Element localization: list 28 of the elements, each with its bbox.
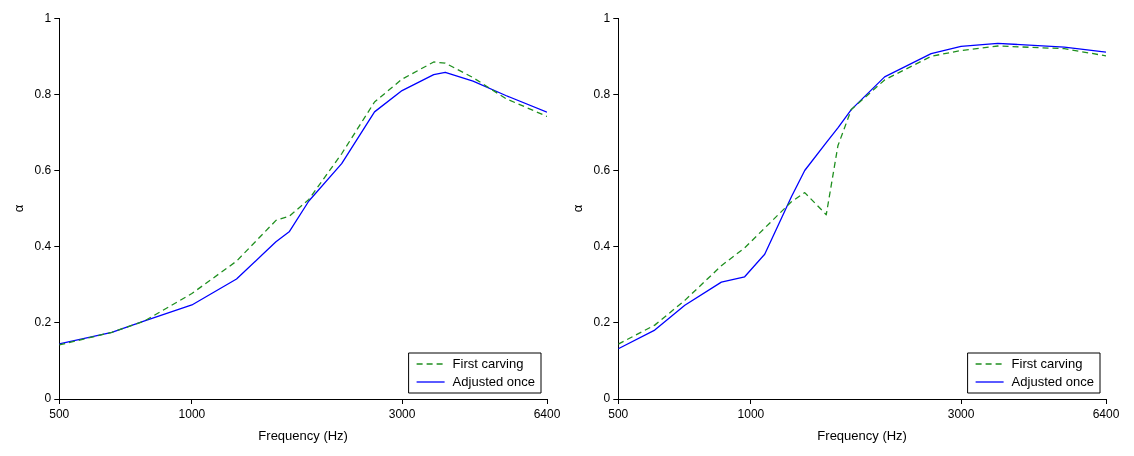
x-tick-label: 3000 [947, 406, 975, 421]
x-tick-label: 500 [49, 406, 70, 421]
y-tick-label: 0.6 [34, 162, 52, 177]
y-tick-label: 1 [603, 10, 611, 25]
x-tick-label: 3000 [388, 406, 416, 421]
x-tick-label: 6400 [1092, 406, 1120, 421]
y-tick-label: 0.4 [34, 238, 52, 253]
y-tick-label: 0.2 [593, 315, 611, 330]
y-axis-title: α [11, 204, 27, 213]
y-tick-label: 0.8 [34, 86, 52, 101]
y-tick-label: 0.6 [593, 162, 611, 177]
x-tick-label: 1000 [178, 406, 206, 421]
legend-label: First carving [452, 355, 524, 371]
x-tick-label: 6400 [533, 406, 561, 421]
y-tick-label: 0 [603, 391, 611, 406]
y-axis-title: α [570, 204, 586, 213]
legend-label: Adjusted once [452, 373, 536, 389]
x-tick-label: 1000 [737, 406, 765, 421]
x-tick-label: 500 [608, 406, 629, 421]
y-tick-label: 0 [44, 391, 52, 406]
y-tick-label: 0.8 [593, 86, 611, 101]
legend-label: First carving [1011, 355, 1083, 371]
y-tick-label: 1 [44, 10, 52, 25]
legend-label: Adjusted once [1011, 373, 1095, 389]
x-axis-title: Frequency (Hz) [817, 427, 907, 443]
y-tick-label: 0.4 [593, 238, 611, 253]
y-tick-label: 0.2 [34, 315, 52, 330]
x-axis-title: Frequency (Hz) [258, 427, 348, 443]
